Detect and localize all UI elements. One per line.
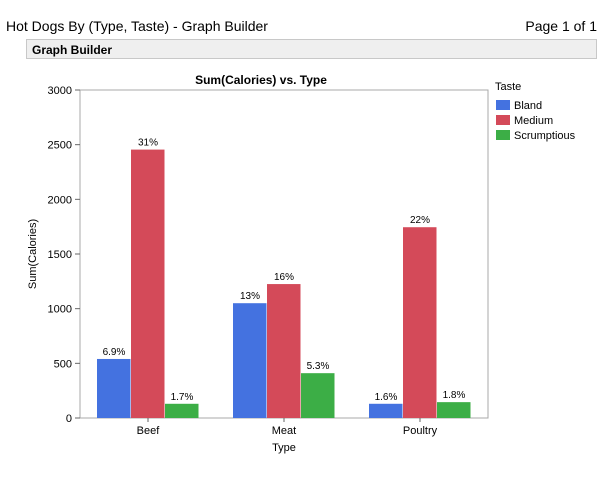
page-number: Page 1 of 1 bbox=[525, 18, 597, 34]
bar-bland-meat[interactable] bbox=[233, 303, 267, 418]
x-tick-label: Meat bbox=[272, 425, 296, 437]
legend-swatch-bland bbox=[496, 100, 510, 110]
x-axis: Beef Meat Poultry bbox=[137, 418, 438, 437]
y-tick-label: 500 bbox=[54, 358, 72, 370]
y-tick-label: 1000 bbox=[48, 304, 72, 316]
bar-data-label: 1.6% bbox=[375, 392, 398, 403]
y-tick-label: 2500 bbox=[48, 140, 72, 152]
x-tick-label: Poultry bbox=[403, 425, 438, 437]
legend-title: Taste bbox=[495, 81, 521, 93]
graph-builder-header[interactable]: Graph Builder bbox=[26, 39, 597, 59]
legend[interactable]: Bland Medium Scrumptious bbox=[496, 100, 576, 142]
bar-scrumptious-poultry[interactable] bbox=[437, 402, 471, 418]
legend-swatch-medium bbox=[496, 115, 510, 125]
window-title: Hot Dogs By (Type, Taste) - Graph Builde… bbox=[6, 18, 268, 34]
bar-data-label: 31% bbox=[138, 138, 158, 149]
bar-medium-meat[interactable] bbox=[267, 284, 301, 418]
y-axis-title: Sum(Calories) bbox=[27, 219, 39, 289]
bar-scrumptious-beef[interactable] bbox=[165, 403, 199, 418]
legend-label-medium: Medium bbox=[514, 115, 553, 127]
bar-bland-poultry[interactable] bbox=[369, 403, 403, 418]
y-tick-label: 2000 bbox=[48, 194, 72, 206]
legend-swatch-scrumptious bbox=[496, 130, 510, 140]
x-tick-label: Beef bbox=[137, 425, 161, 437]
y-tick-label: 1500 bbox=[48, 249, 72, 261]
bar-scrumptious-meat[interactable] bbox=[301, 373, 335, 418]
y-axis: 0 500 1000 1500 2000 2500 3000 bbox=[48, 85, 80, 425]
chart-title: Sum(Calories) vs. Type bbox=[195, 73, 327, 87]
x-axis-title: Type bbox=[272, 442, 296, 454]
bar-data-label: 13% bbox=[240, 291, 260, 302]
bar-data-label: 1.7% bbox=[171, 392, 194, 403]
y-tick-label: 3000 bbox=[48, 85, 72, 97]
graph-builder-title: Graph Builder bbox=[32, 43, 113, 57]
bar-data-label: 5.3% bbox=[307, 361, 330, 372]
bar-medium-poultry[interactable] bbox=[403, 227, 437, 418]
bar-data-label: 6.9% bbox=[103, 347, 126, 358]
bars bbox=[97, 149, 471, 418]
bar-data-label: 22% bbox=[410, 215, 430, 226]
bar-data-label: 1.8% bbox=[443, 390, 466, 401]
bar-data-label: 16% bbox=[274, 272, 294, 283]
legend-label-bland: Bland bbox=[514, 100, 542, 112]
y-tick-label: 0 bbox=[66, 413, 72, 425]
bar-medium-beef[interactable] bbox=[131, 149, 165, 418]
bar-bland-beef[interactable] bbox=[97, 358, 131, 418]
legend-label-scrumptious: Scrumptious bbox=[514, 130, 576, 142]
bar-labels: 6.9% 31% 1.7% 13% 16% 5.3% 1.6% 22% 1.8% bbox=[103, 138, 466, 403]
